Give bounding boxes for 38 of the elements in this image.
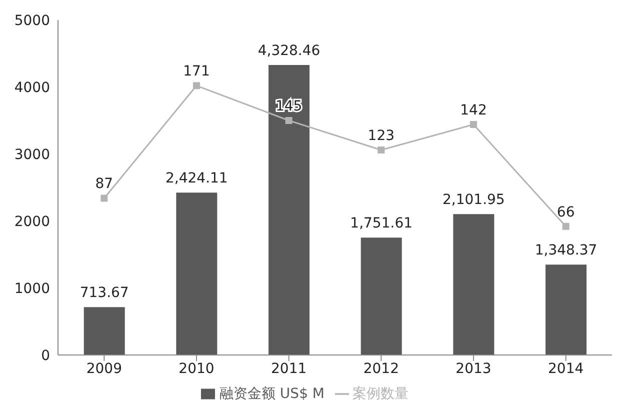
point <box>470 121 477 128</box>
y-tick-label: 1000 <box>14 280 50 297</box>
x-tick-label: 2013 <box>456 360 492 377</box>
legend-label: 融资金额 US$ M <box>219 386 325 402</box>
data-label: 123 <box>368 128 395 144</box>
data-label: 1,348.37 <box>534 242 598 259</box>
data-label: 145 <box>275 98 302 114</box>
x-tick-label: 2010 <box>178 360 214 377</box>
y-tick-label: 0 <box>41 348 50 364</box>
bar <box>453 214 494 355</box>
x-tick-label: 2014 <box>548 360 584 377</box>
data-label: 1,751.61 <box>350 216 413 232</box>
point <box>562 222 570 230</box>
bar <box>268 64 310 355</box>
data-label: 171 <box>183 64 210 80</box>
bar <box>84 307 125 355</box>
data-label: 87 <box>95 176 114 192</box>
data-label: 2,101.95 <box>442 192 505 208</box>
data-label: 2,424.11 <box>166 170 228 187</box>
y-tick-label: 5000 <box>14 12 50 29</box>
x-tick-label: 2011 <box>271 360 307 377</box>
y-tick-label: 4000 <box>14 80 50 96</box>
bar <box>176 192 218 355</box>
bar <box>546 264 587 355</box>
data-label: 713.67 <box>80 285 129 302</box>
y-tick-label: 3000 <box>14 146 50 163</box>
data-label: 142 <box>460 102 487 119</box>
x-tick-label: 2009 <box>86 360 122 377</box>
data-label: 4,328.46 <box>258 42 320 59</box>
bar <box>360 238 402 355</box>
point <box>100 194 108 202</box>
x-tick-label: 2012 <box>363 360 399 377</box>
point <box>285 117 292 124</box>
point <box>378 146 385 154</box>
data-label: 66 <box>556 204 575 220</box>
legend-label: 案例数量 <box>352 386 409 402</box>
y-tick-label: 2000 <box>14 214 50 230</box>
point <box>193 82 200 90</box>
